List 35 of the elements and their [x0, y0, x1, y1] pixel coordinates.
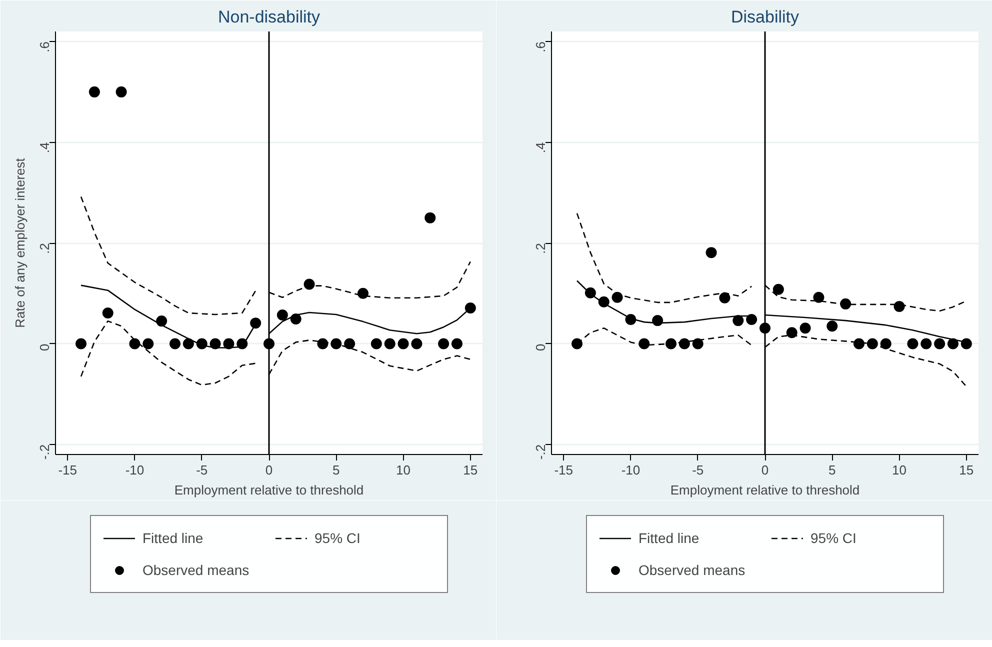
y-tick-label: 0 [533, 344, 548, 351]
y-tick-label: .2 [37, 243, 52, 254]
legend-label: Fitted line [638, 530, 700, 546]
x-tick-label: 10 [396, 462, 411, 478]
x-tick-label: 5 [332, 462, 340, 478]
y-tick-label: 0 [37, 344, 52, 351]
x-tick-label: 15 [463, 462, 478, 478]
x-tick-label: -15 [554, 462, 573, 478]
x-axis-title: Employment relative to threshold [174, 482, 364, 498]
x-tick-label: -10 [621, 462, 640, 478]
y-tick-label: .6 [533, 42, 548, 52]
chart-title: Non-disability [218, 8, 321, 26]
y-tick-label: .4 [533, 142, 548, 154]
y-axis-title: Rate of any employer interest [12, 158, 28, 328]
y-tick-label: -.2 [37, 444, 52, 460]
chart-title: Disability [730, 8, 800, 26]
y-tick-label: -.2 [533, 444, 548, 460]
x-tick-label: -5 [196, 462, 208, 478]
x-tick-label: 0 [265, 462, 273, 478]
y-tick-label: .2 [533, 243, 548, 254]
legend-label: 95% CI [810, 530, 858, 546]
y-tick-label: .6 [37, 42, 52, 52]
y-tick-label: .4 [37, 142, 52, 154]
x-tick-label: 10 [892, 462, 907, 478]
x-tick-label: 0 [761, 462, 769, 478]
legend-label: Observed means [142, 562, 250, 578]
x-tick-label: -15 [58, 462, 77, 478]
legend-label: Fitted line [142, 530, 204, 546]
x-tick-label: 5 [828, 462, 836, 478]
x-tick-label: -5 [692, 462, 704, 478]
x-axis-title: Employment relative to threshold [670, 482, 860, 498]
x-tick-label: 15 [959, 462, 974, 478]
legend-label: Observed means [638, 562, 746, 578]
legend-label: 95% CI [314, 530, 362, 546]
x-tick-label: -10 [125, 462, 144, 478]
